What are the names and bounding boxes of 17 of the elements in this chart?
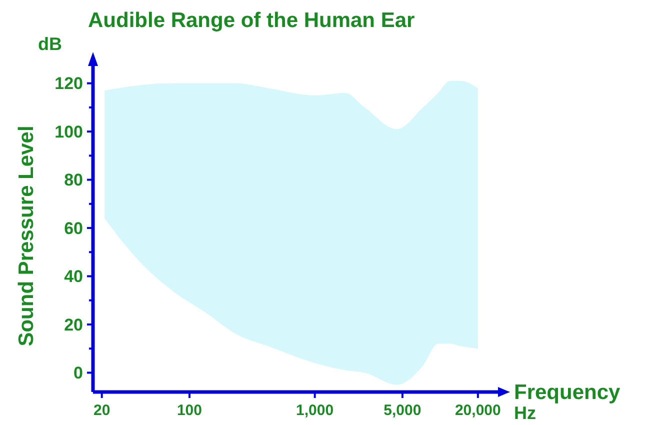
x-axis-title: Frequency: [514, 381, 621, 404]
y-tick-label: 40: [64, 267, 83, 286]
y-tick-label: 0: [74, 364, 83, 383]
x-tick-label: 20: [94, 402, 110, 419]
text: Hz: [514, 403, 536, 423]
x-tick-label: 5,000: [384, 402, 422, 419]
y-tick-label: 120: [54, 74, 83, 94]
x-tick-label: 100: [176, 402, 202, 419]
y-axis-title: Sound Pressure Level: [15, 126, 38, 346]
y-tick-label: 20: [64, 315, 83, 334]
x-tick-label: 20,000: [454, 402, 501, 419]
chart-title: Audible Range of the Human Ear: [88, 9, 415, 32]
y-tick-label: 100: [54, 122, 83, 142]
x-tick-label: 1,000: [296, 402, 334, 419]
y-tick-label: 80: [64, 170, 83, 190]
y-tick-label: 60: [64, 218, 83, 238]
text: dB: [38, 34, 62, 54]
